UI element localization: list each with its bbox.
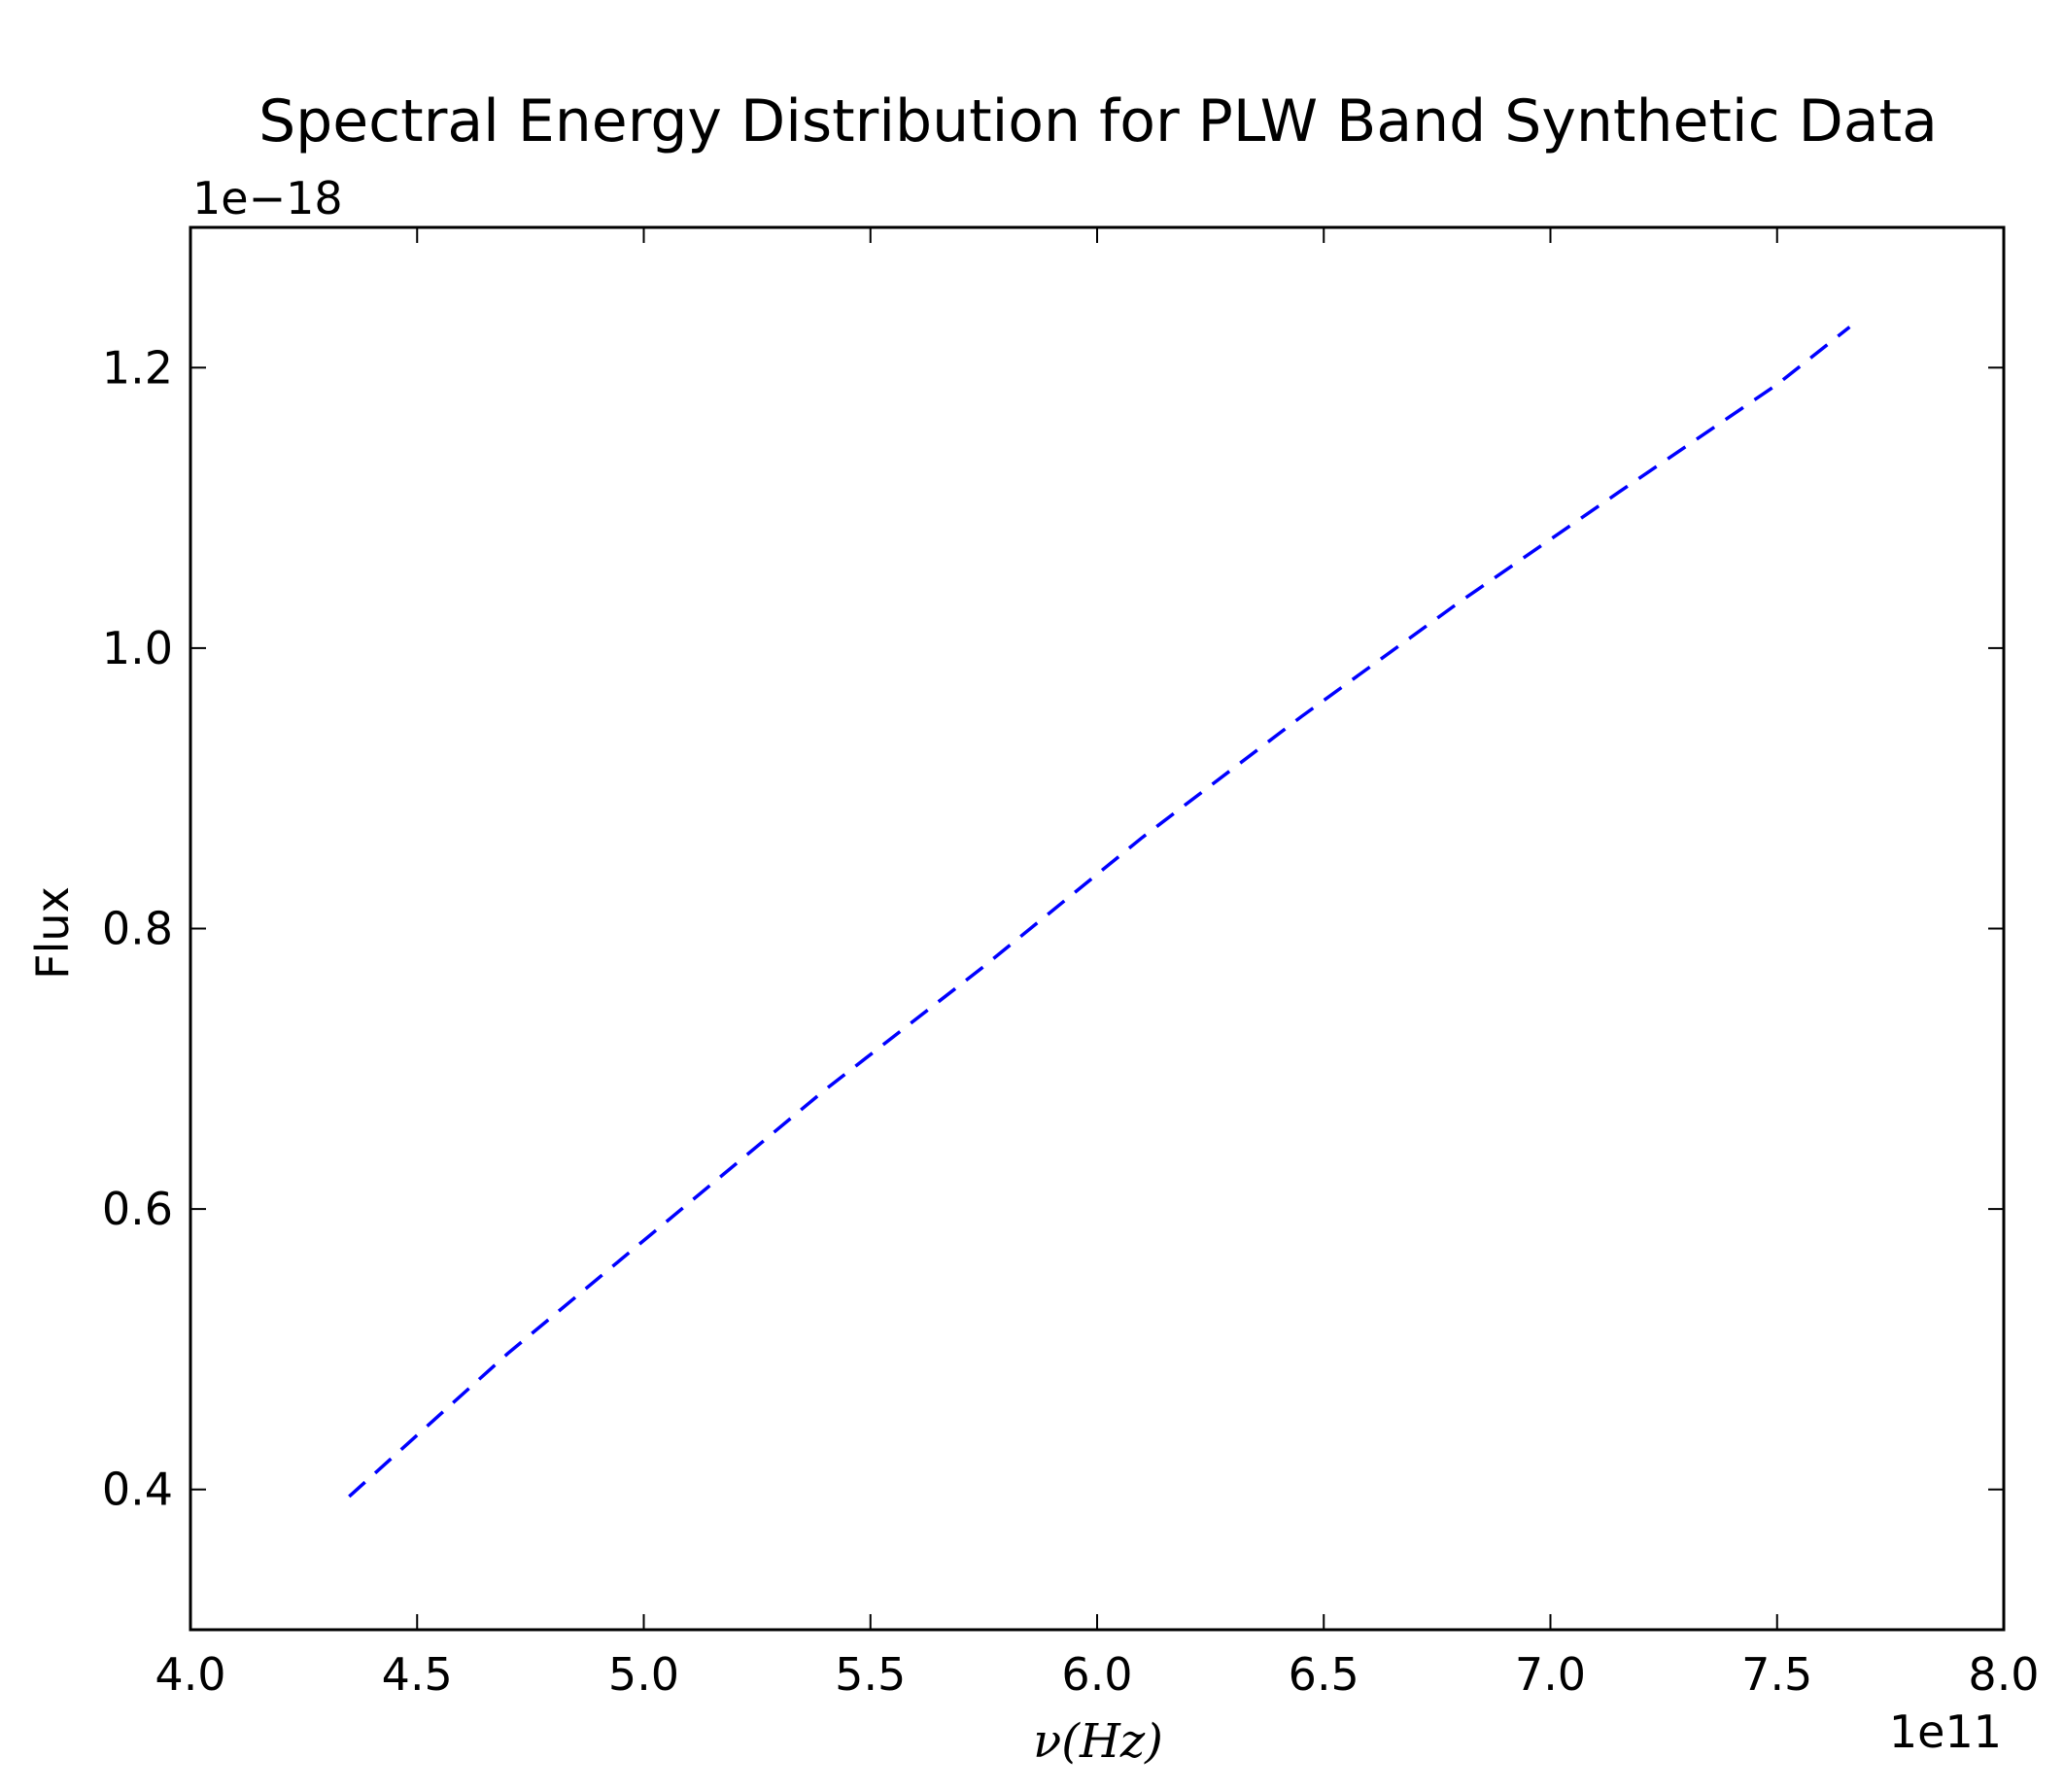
x-offset-label: 1e11	[1889, 1706, 2002, 1758]
series-line-0	[348, 326, 1851, 1499]
chart-title: Spectral Energy Distribution for PLW Ban…	[258, 87, 1938, 155]
x-axis-label: ν(Hz)	[1033, 1714, 1163, 1769]
x-tick-label: 7.5	[1741, 1648, 1812, 1701]
y-tick-label: 1.2	[102, 341, 173, 394]
y-axis: 0.4 0.6 0.8 1.0 1.2	[102, 341, 2004, 1516]
x-tick-label: 6.0	[1061, 1648, 1132, 1701]
y-tick-label: 0.4	[102, 1464, 173, 1516]
x-tick-label: 4.0	[155, 1648, 225, 1701]
x-tick-label: 4.5	[382, 1648, 453, 1701]
x-tick-label: 7.0	[1515, 1648, 1586, 1701]
y-axis-label: Flux	[26, 886, 79, 980]
y-offset-label: 1e−18	[192, 172, 343, 224]
y-tick-label: 1.0	[102, 622, 173, 674]
x-tick-label: 5.0	[608, 1648, 679, 1701]
x-axis: 4.0 4.5 5.0 5.5 6.0 6.5 7.0 7.5 8.0	[155, 227, 2040, 1701]
x-tick-label: 8.0	[1968, 1648, 2039, 1701]
plot-frame	[189, 225, 2006, 1632]
x-tick-label: 5.5	[835, 1648, 906, 1701]
x-tick-label: 6.5	[1289, 1648, 1359, 1701]
y-tick-label: 0.8	[102, 903, 173, 955]
y-tick-label: 0.6	[102, 1183, 173, 1235]
plot-area	[348, 326, 1851, 1499]
